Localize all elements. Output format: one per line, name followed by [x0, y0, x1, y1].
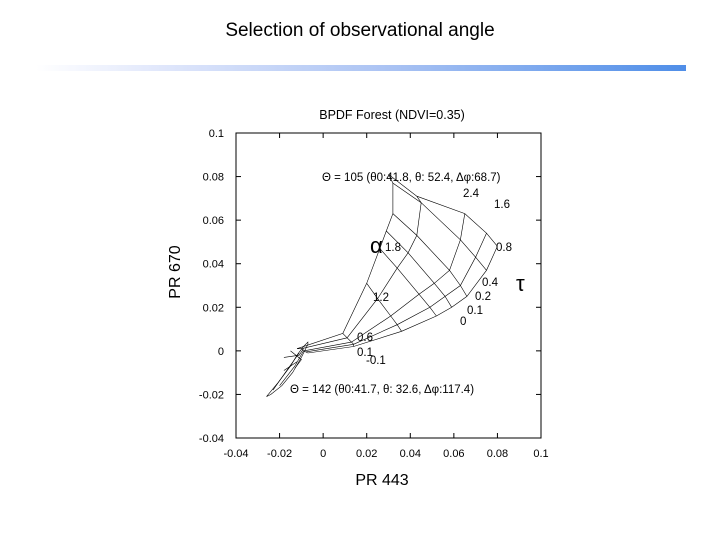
alpha-curve-105 [307, 246, 498, 354]
x-tick-label: 0 [320, 448, 326, 460]
theta-142-label: Θ = 142 (θ0:41.7, θ: 32.6, Δφ:117.4) [290, 384, 474, 396]
tau-curve-105 [342, 333, 354, 347]
plot-axes [235, 132, 542, 439]
tau-value-label: 0.6 [357, 332, 373, 344]
alpha-curve-105 [303, 213, 466, 352]
alpha-curve-105 [301, 196, 422, 349]
tau-value-label: 2.4 [463, 188, 480, 200]
alpha-symbol: α [370, 233, 383, 258]
tau-value-label: 0.2 [475, 291, 491, 303]
tau-value-label: 0 [460, 316, 466, 328]
x-tick-label: 0.04 [400, 448, 421, 460]
tau-value-label: 1.8 [385, 242, 401, 254]
x-tick-label: -0.04 [223, 448, 248, 460]
theta142-curve [272, 352, 300, 391]
theta142-curve [283, 348, 304, 358]
tau-value-label: -0.1 [366, 355, 386, 367]
tau-curve-105 [386, 230, 452, 308]
theta-105-label: Θ = 105 (θ0:41.8, θ: 52.4, Δφ:68.7) [322, 172, 501, 184]
y-tick-label: 0.06 [203, 215, 224, 227]
theta142-curve [279, 350, 304, 386]
tau-value-label: 1.6 [494, 199, 510, 211]
y-tick-label: 0.02 [203, 302, 224, 314]
tau-curve-105 [392, 213, 468, 297]
alpha-curve-105 [296, 174, 394, 349]
chart-title: BPDF Forest (NDVI=0.35) [319, 108, 465, 122]
plot-frame [235, 132, 542, 439]
tau-curve-105 [388, 174, 498, 247]
alpha-curve-105 [305, 233, 487, 353]
tau-value-label: 1.2 [373, 292, 389, 304]
y-tick-label: -0.02 [199, 389, 224, 401]
y-tick-label: 0.04 [203, 259, 224, 271]
tau-value-label: 0.4 [482, 277, 499, 289]
tau-curve-105 [392, 182, 487, 271]
tick-labels: -0.04 -0.02 0 0.02 0.04 0.06 0.08 0.1 -0.04 -0.02… [199, 128, 549, 460]
y-tick-label: 0 [218, 346, 224, 358]
y-tick-label: 0.1 [209, 128, 224, 140]
tau-value-label: 0.8 [496, 242, 512, 254]
theta142-curve [266, 341, 309, 397]
y-tick-label: -0.04 [199, 433, 224, 445]
theta142-curve [290, 350, 302, 369]
slide-title: Selection of observational angle [225, 20, 495, 41]
tau-symbol: τ [516, 271, 525, 296]
tau-curve-105 [366, 283, 402, 332]
x-tick-label: 0.1 [533, 448, 548, 460]
tau-value-label: 0.1 [357, 347, 373, 359]
tau-curve-105 [379, 248, 437, 317]
x-tick-label: 0.02 [356, 448, 377, 460]
x-tick-label: 0.06 [443, 448, 464, 460]
plot-annotations: Θ = 105 (θ0:41.8, θ: 52.4, Δφ:68.7) Θ = 1… [290, 172, 525, 396]
x-tick-label: 0.08 [487, 448, 508, 460]
y-tick-label: 0.08 [203, 172, 224, 184]
x-tick-label: -0.02 [267, 448, 292, 460]
theta142-curve [283, 361, 298, 371]
title-divider [36, 65, 686, 71]
y-axis-label: PR 670 [167, 245, 184, 298]
x-axis-label: PR 443 [355, 472, 408, 489]
plot-lines [266, 174, 498, 397]
tau-value-label: 0.1 [467, 305, 483, 317]
